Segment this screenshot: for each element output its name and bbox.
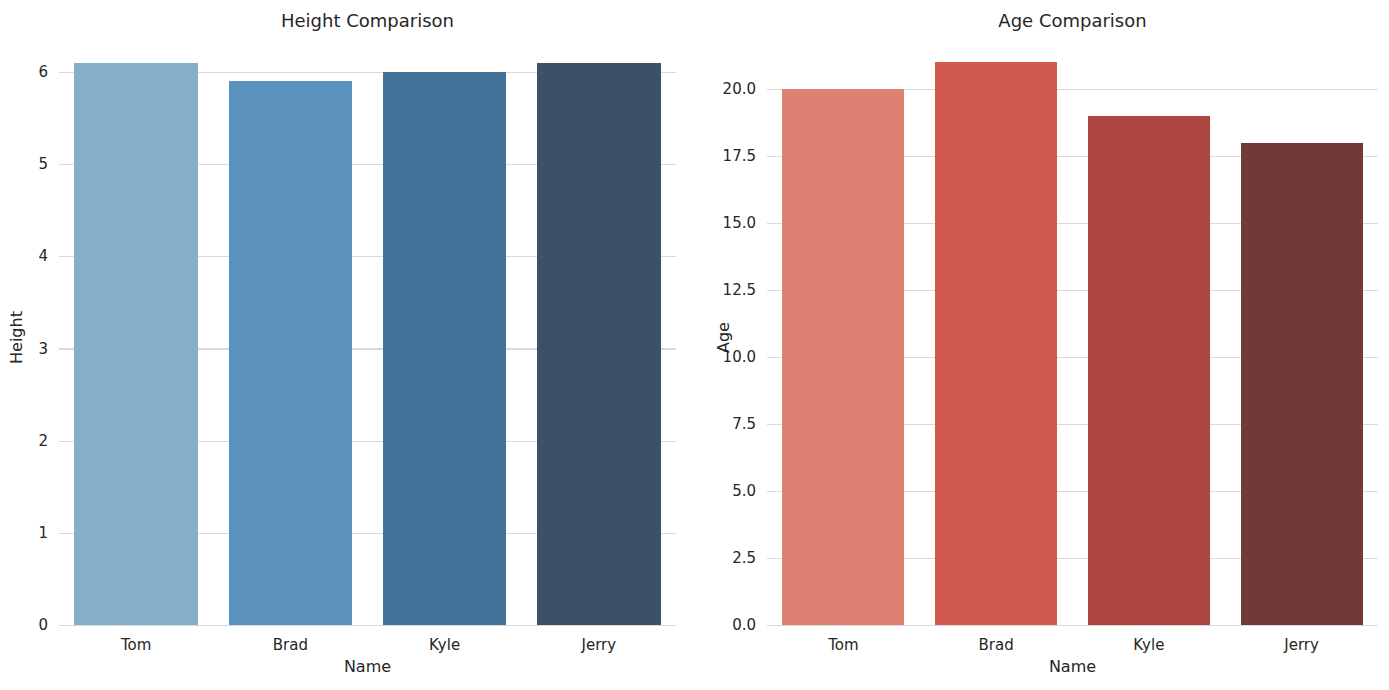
bar-brad <box>229 81 352 625</box>
height-plot-area: 0123456TomBradKyleJerry <box>59 50 676 625</box>
y-tick-label: 0.0 <box>707 615 767 635</box>
height-x-axis-label: Name <box>59 656 676 678</box>
x-tick-label: Tom <box>59 635 213 655</box>
bar-jerry <box>1241 143 1363 625</box>
y-tick-label: 10.0 <box>707 347 767 367</box>
x-tick-label: Tom <box>767 635 920 655</box>
y-tick-label: 15.0 <box>707 213 767 233</box>
x-tick-label: Kyle <box>368 635 522 655</box>
y-tick-label: 4 <box>0 246 59 266</box>
y-tick-label: 2.5 <box>707 548 767 568</box>
age-chart-title: Age Comparison <box>767 8 1378 34</box>
figure: Height Comparison Height 0123456TomBradK… <box>0 0 1389 690</box>
x-tick-label: Jerry <box>522 635 676 655</box>
bar-jerry <box>537 63 660 625</box>
x-tick-label: Kyle <box>1073 635 1226 655</box>
bar-kyle <box>1088 116 1210 625</box>
bar-tom <box>782 89 904 625</box>
x-tick-label: Brad <box>920 635 1073 655</box>
y-tick-label: 20.0 <box>707 79 767 99</box>
y-tick-label: 5.0 <box>707 481 767 501</box>
y-tick-label: 2 <box>0 431 59 451</box>
age-plot-area: 0.02.55.07.510.012.515.017.520.0TomBradK… <box>767 50 1378 625</box>
y-tick-label: 3 <box>0 339 59 359</box>
y-tick-label: 0 <box>0 615 59 635</box>
y-tick-label: 6 <box>0 62 59 82</box>
y-tick-label: 17.5 <box>707 146 767 166</box>
y-tick-label: 1 <box>0 523 59 543</box>
y-tick-label: 12.5 <box>707 280 767 300</box>
bar-kyle <box>383 72 506 625</box>
age-y-axis-label: Age <box>709 50 737 625</box>
y-tick-label: 7.5 <box>707 414 767 434</box>
age-x-axis-label: Name <box>767 656 1378 678</box>
height-chart-title: Height Comparison <box>59 8 676 34</box>
y-tick-label: 5 <box>0 154 59 174</box>
bar-brad <box>935 62 1057 625</box>
bar-tom <box>74 63 197 625</box>
x-tick-label: Jerry <box>1225 635 1378 655</box>
x-tick-label: Brad <box>213 635 367 655</box>
